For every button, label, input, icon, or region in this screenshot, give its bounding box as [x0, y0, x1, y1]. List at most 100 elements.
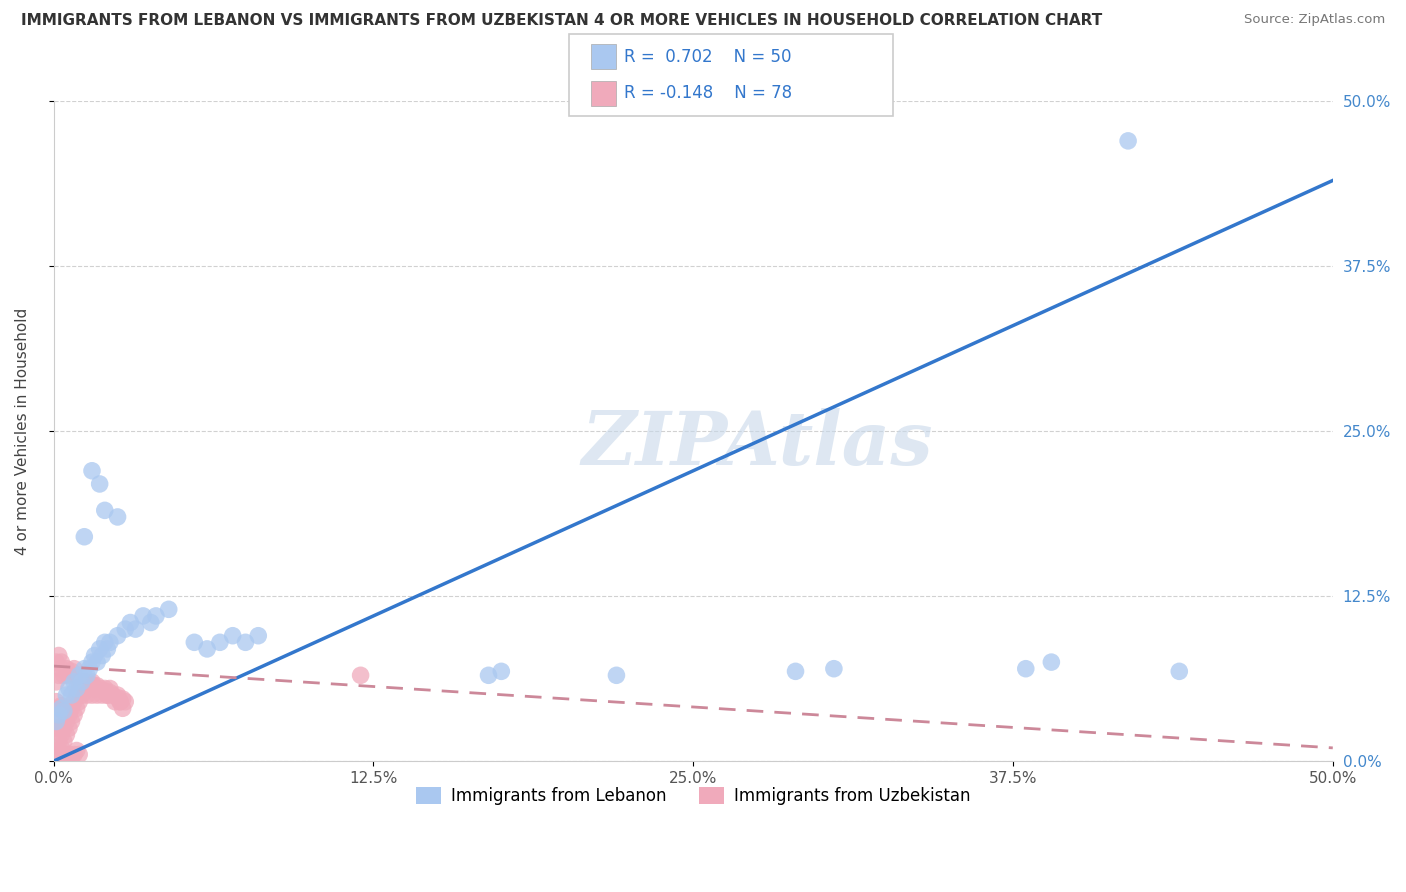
- Point: [58, 681, 80, 696]
- Text: Source: ZipAtlas.com: Source: ZipAtlas.com: [1244, 13, 1385, 27]
- Point: [48, 668, 70, 682]
- Point: [111, 692, 134, 706]
- Point: [86, 655, 108, 669]
- Point: [55, 688, 77, 702]
- Point: [58, 704, 80, 718]
- Point: [83, 681, 105, 696]
- Point: [45, 674, 67, 689]
- Point: [101, 688, 124, 702]
- Point: [55, 701, 77, 715]
- Point: [98, 635, 121, 649]
- Point: [107, 690, 129, 705]
- Point: [91, 648, 114, 663]
- Point: [70, 674, 93, 689]
- Point: [96, 688, 118, 702]
- Point: [108, 695, 131, 709]
- Point: [58, 747, 80, 762]
- Point: [80, 677, 103, 691]
- Point: [63, 695, 86, 709]
- Point: [86, 688, 108, 702]
- Point: [51, 698, 73, 713]
- Point: [107, 688, 129, 702]
- Point: [104, 695, 127, 709]
- Text: ZIPAtlas: ZIPAtlas: [581, 409, 934, 481]
- Point: [48, 734, 70, 748]
- Point: [98, 681, 121, 696]
- Point: [1116, 134, 1139, 148]
- Point: [60, 665, 83, 679]
- Point: [76, 688, 98, 702]
- Point: [48, 648, 70, 663]
- Point: [89, 681, 111, 696]
- Point: [73, 674, 96, 689]
- Point: [66, 688, 89, 702]
- Point: [52, 704, 75, 718]
- Point: [55, 714, 77, 729]
- Point: [145, 608, 167, 623]
- Point: [823, 662, 845, 676]
- Point: [108, 695, 131, 709]
- Point: [52, 704, 75, 718]
- Point: [1168, 665, 1191, 679]
- Point: [52, 721, 75, 735]
- Point: [76, 674, 98, 689]
- Point: [52, 747, 75, 762]
- Point: [45, 695, 67, 709]
- Point: [183, 635, 205, 649]
- Point: [107, 629, 129, 643]
- Point: [96, 688, 118, 702]
- Point: [235, 635, 257, 649]
- Point: [70, 688, 93, 702]
- Point: [66, 701, 89, 715]
- Point: [58, 668, 80, 682]
- Point: [51, 728, 73, 742]
- Point: [107, 510, 129, 524]
- Point: [86, 679, 108, 693]
- Point: [79, 662, 101, 676]
- Point: [98, 685, 121, 699]
- Point: [120, 615, 142, 630]
- Point: [94, 684, 117, 698]
- Point: [51, 662, 73, 676]
- Point: [63, 674, 86, 689]
- Point: [70, 677, 93, 691]
- Point: [491, 665, 513, 679]
- Point: [114, 622, 136, 636]
- Point: [63, 747, 86, 762]
- Point: [48, 743, 70, 757]
- Point: [45, 714, 67, 729]
- Point: [67, 668, 90, 682]
- Point: [349, 668, 371, 682]
- Point: [132, 608, 155, 623]
- Point: [477, 668, 499, 682]
- Point: [58, 707, 80, 722]
- Point: [45, 747, 67, 762]
- Point: [157, 602, 180, 616]
- Point: [73, 662, 96, 676]
- Point: [111, 701, 134, 715]
- Point: [83, 648, 105, 663]
- Point: [51, 721, 73, 735]
- Point: [89, 641, 111, 656]
- Point: [94, 503, 117, 517]
- Y-axis label: 4 or more Vehicles in Household: 4 or more Vehicles in Household: [15, 308, 30, 555]
- Point: [80, 688, 103, 702]
- Text: R = -0.148    N = 78: R = -0.148 N = 78: [624, 84, 793, 103]
- Point: [48, 701, 70, 715]
- Point: [67, 747, 90, 762]
- Point: [52, 668, 75, 682]
- Point: [45, 655, 67, 669]
- Point: [60, 701, 83, 715]
- Point: [63, 707, 86, 722]
- Text: IMMIGRANTS FROM LEBANON VS IMMIGRANTS FROM UZBEKISTAN 4 OR MORE VEHICLES IN HOUS: IMMIGRANTS FROM LEBANON VS IMMIGRANTS FR…: [21, 13, 1102, 29]
- Point: [785, 665, 807, 679]
- Point: [45, 721, 67, 735]
- Point: [1015, 662, 1038, 676]
- Point: [80, 464, 103, 478]
- Point: [52, 734, 75, 748]
- Point: [55, 662, 77, 676]
- Point: [51, 655, 73, 669]
- Point: [51, 740, 73, 755]
- Point: [55, 728, 77, 742]
- Point: [67, 695, 90, 709]
